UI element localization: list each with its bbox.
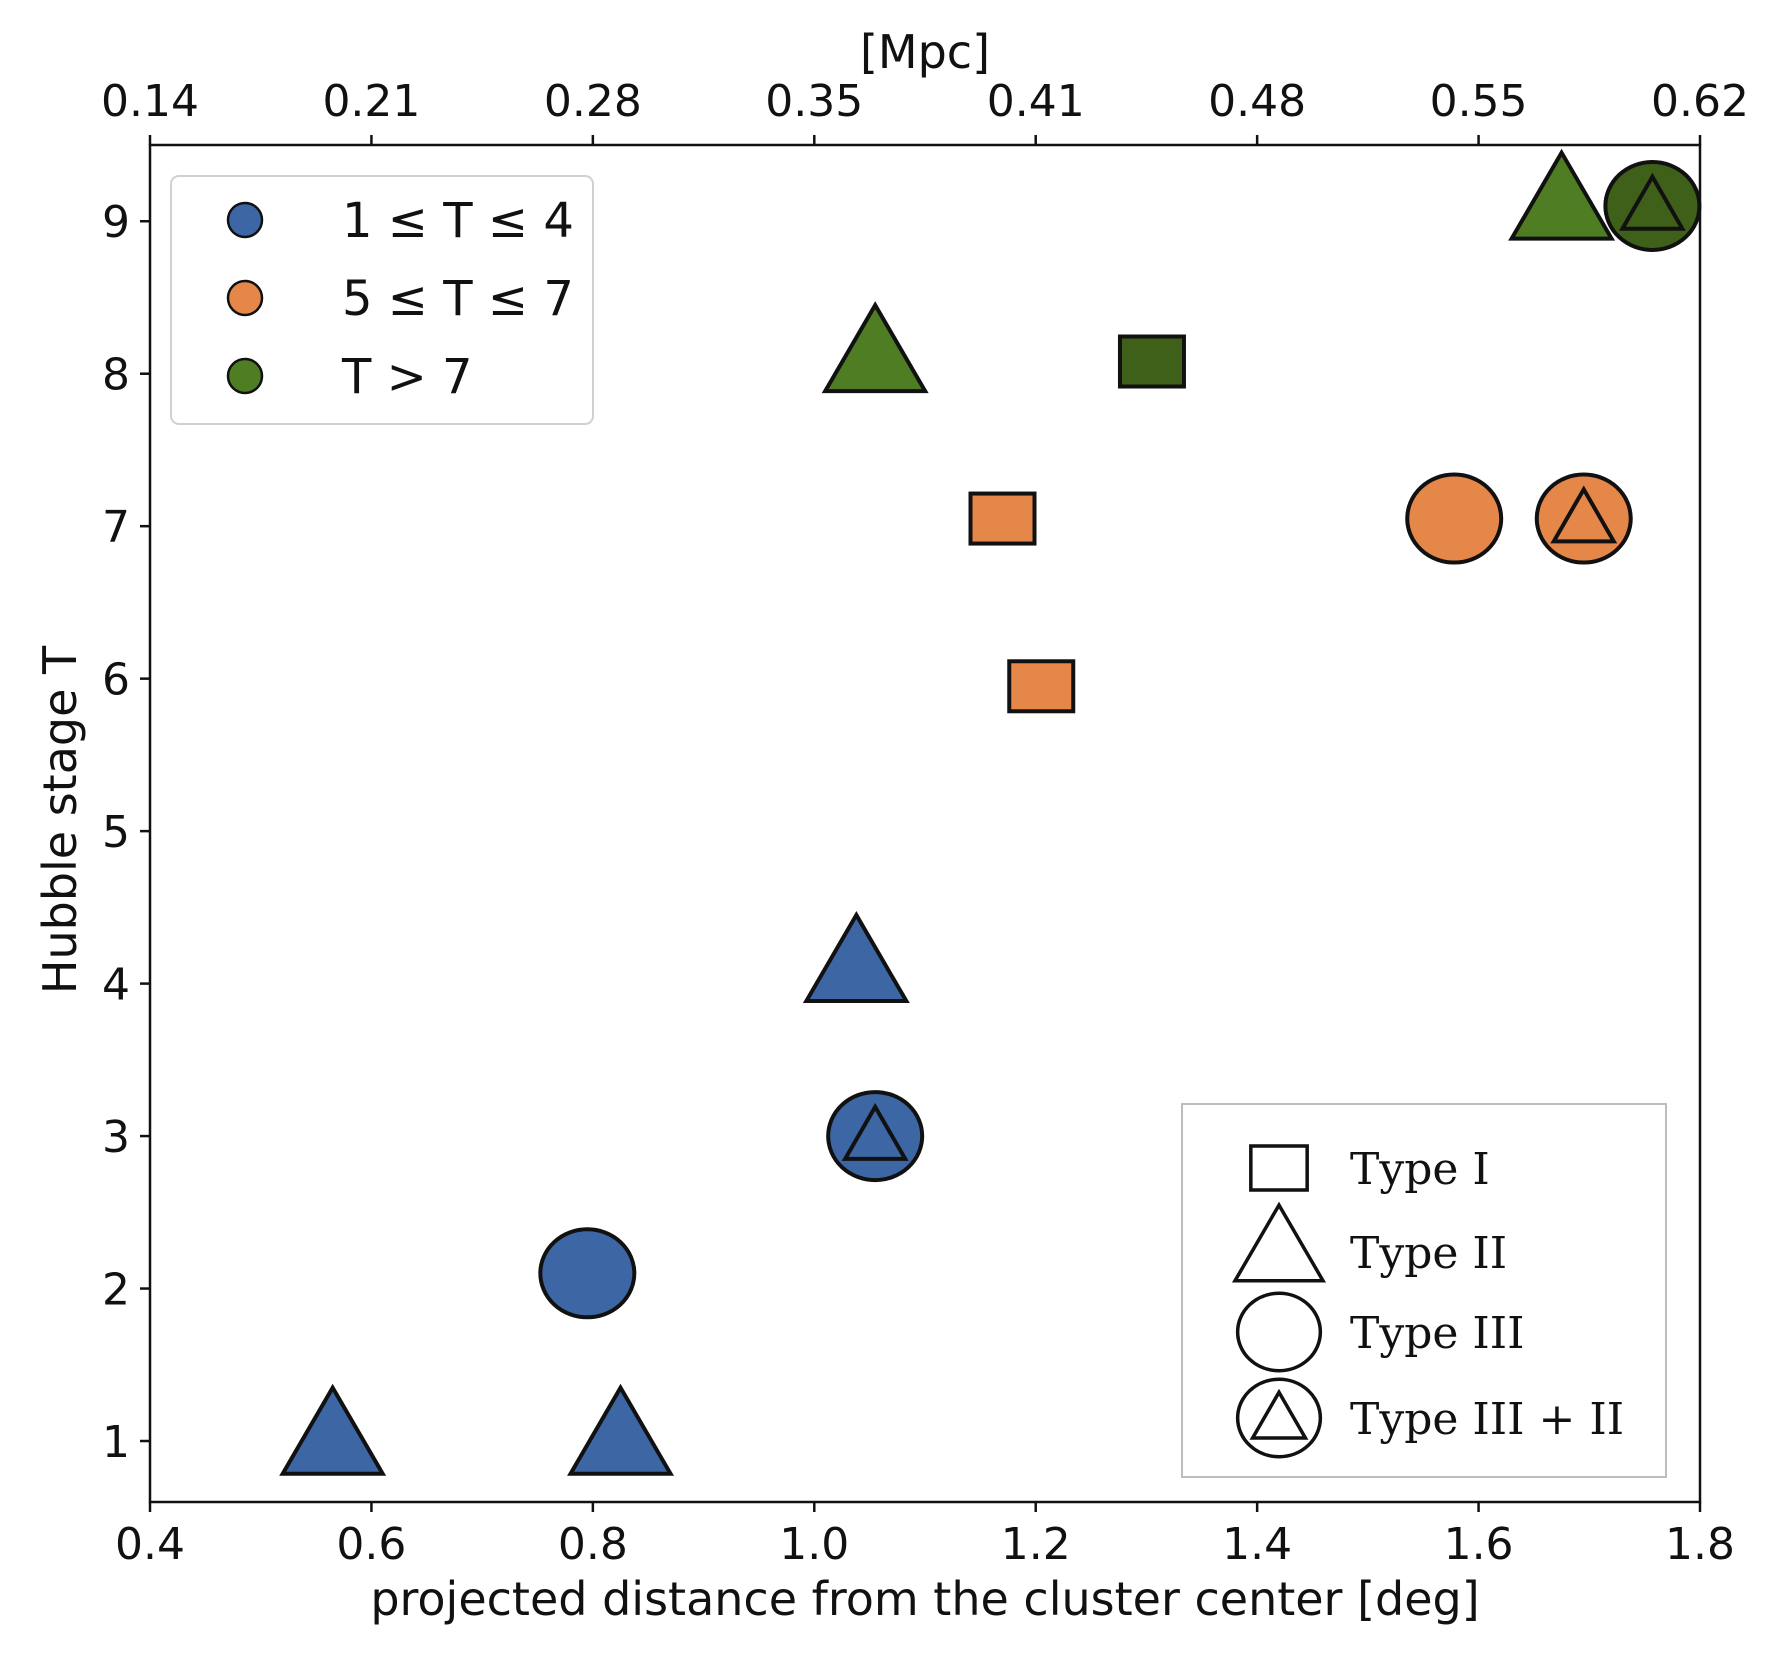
data-point xyxy=(826,1090,925,1183)
x-tick-label: 1.6 xyxy=(1444,1519,1514,1570)
x-tick-label: 1.8 xyxy=(1665,1519,1735,1570)
y-axis-label: Hubble stage T xyxy=(33,645,87,994)
triangle-marker xyxy=(279,1383,387,1476)
x-tick-label: 1.4 xyxy=(1222,1519,1292,1570)
data-point xyxy=(567,1383,675,1476)
legend-color-label: 1 ≤ T ≤ 4 xyxy=(342,193,574,249)
data-point xyxy=(538,1227,637,1320)
top-tick-label: 0.14 xyxy=(101,76,199,127)
legend-color-swatch xyxy=(226,279,264,317)
y-tick-label: 9 xyxy=(102,197,130,248)
legend-shape-item: Type II xyxy=(1231,1201,1507,1283)
y-tick-label: 1 xyxy=(102,1417,130,1468)
data-point xyxy=(821,301,929,394)
data-point xyxy=(279,1383,387,1476)
data-point xyxy=(1508,148,1616,241)
x-tick-label: 1.0 xyxy=(779,1519,849,1570)
triangle-marker xyxy=(567,1383,675,1476)
inner-triangle-marker xyxy=(841,1102,909,1161)
shape-legend: Type I Type II Type III Type III + II xyxy=(1181,1103,1667,1478)
legend-shape-item: Type I xyxy=(1249,1144,1490,1195)
data-point xyxy=(1007,659,1076,714)
inner-triangle-marker xyxy=(1550,485,1618,544)
legend-square-marker xyxy=(1249,1144,1309,1192)
top-tick-label: 0.62 xyxy=(1651,76,1749,127)
ticks-layer: 0.4 0.6 0.8 1.0 1.2 1.4 1.6 1.8 0.14 0.21 0.28 0.35… xyxy=(101,76,1749,1570)
legend-color-label: T > 7 xyxy=(341,349,473,405)
legend-color-swatch xyxy=(226,201,264,239)
legend-circle-marker xyxy=(1235,1291,1323,1373)
data-point xyxy=(968,491,1037,546)
triangle-marker xyxy=(802,911,910,1004)
top-tick-label: 0.28 xyxy=(544,76,642,127)
y-tick-label: 3 xyxy=(102,1112,130,1163)
legend-circle-marker xyxy=(1235,1377,1323,1459)
y-tick-label: 8 xyxy=(102,350,130,401)
triangle-marker xyxy=(821,301,929,394)
shape-legend-box xyxy=(1181,1103,1667,1478)
legend-inner-triangle-marker xyxy=(1249,1388,1309,1440)
legend-shape-label: Type III + II xyxy=(1350,1394,1624,1445)
top-tick-label: 0.21 xyxy=(322,76,420,127)
legend-shape-item: Type III + II xyxy=(1235,1377,1624,1459)
x-tick-label: 0.6 xyxy=(336,1519,406,1570)
legend-color-swatch xyxy=(226,357,264,395)
x-tick-label: 0.8 xyxy=(558,1519,628,1570)
y-tick-label: 2 xyxy=(102,1265,130,1316)
y-tick-label: 7 xyxy=(102,502,130,553)
data-point xyxy=(1534,472,1633,565)
top-axis-label: [Mpc] xyxy=(860,25,990,79)
legend-color-label: 5 ≤ T ≤ 7 xyxy=(342,271,574,327)
square-marker xyxy=(968,491,1037,546)
points-layer xyxy=(279,148,1702,1476)
x-axis-label: projected distance from the cluster cent… xyxy=(370,1572,1479,1626)
top-tick-label: 0.48 xyxy=(1208,76,1306,127)
y-tick-label: 5 xyxy=(102,807,130,858)
x-tick-label: 0.4 xyxy=(115,1519,185,1570)
color-legend-box xyxy=(170,175,594,425)
circle-marker xyxy=(538,1227,637,1320)
square-marker xyxy=(1007,659,1076,714)
top-tick-label: 0.55 xyxy=(1430,76,1528,127)
legend-shape-label: Type I xyxy=(1350,1144,1490,1195)
triangle-marker xyxy=(1508,148,1616,241)
color-legend: 1 ≤ T ≤ 4 5 ≤ T ≤ 7 T > 7 xyxy=(170,175,594,425)
data-point xyxy=(1117,334,1186,389)
square-marker xyxy=(1117,334,1186,389)
legend-shape-label: Type III xyxy=(1350,1308,1525,1359)
legend-triangle-marker xyxy=(1231,1201,1327,1283)
y-tick-label: 6 xyxy=(102,655,130,706)
legend-shape-item: Type III xyxy=(1235,1291,1525,1373)
inner-triangle-marker xyxy=(1618,172,1686,231)
legend-shape-label: Type II xyxy=(1350,1228,1507,1279)
top-tick-label: 0.41 xyxy=(987,76,1085,127)
y-tick-label: 4 xyxy=(102,960,130,1011)
circle-marker xyxy=(1405,472,1504,565)
x-tick-label: 1.2 xyxy=(1001,1519,1071,1570)
plot-frame xyxy=(148,143,1702,1504)
data-point xyxy=(1405,472,1504,565)
data-point xyxy=(1603,159,1702,252)
top-tick-label: 0.35 xyxy=(765,76,863,127)
data-point xyxy=(802,911,910,1004)
